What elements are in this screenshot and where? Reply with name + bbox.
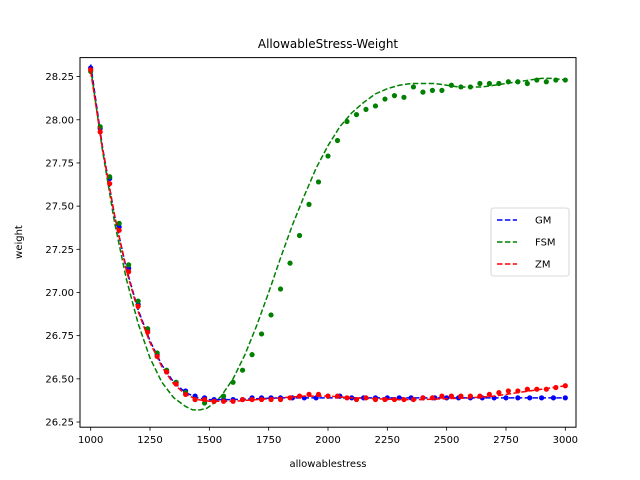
data-point xyxy=(363,106,369,113)
data-point xyxy=(296,232,303,239)
legend-item-fsm: FSM xyxy=(497,238,556,249)
y-tick-label: 26.75 xyxy=(45,331,74,342)
data-point xyxy=(562,77,568,83)
data-point xyxy=(382,96,388,102)
legend-box xyxy=(490,207,570,277)
x-tick-label: 1000 xyxy=(78,435,103,446)
data-point xyxy=(88,67,94,73)
data-point xyxy=(372,396,379,403)
data-point xyxy=(249,396,255,403)
y-tick-label: 28.25 xyxy=(45,72,74,83)
data-point xyxy=(239,367,246,373)
y-tick-label: 27.50 xyxy=(45,202,74,213)
x-tick-label: 1250 xyxy=(137,435,162,446)
data-point xyxy=(126,269,132,275)
x-tick-label: 2500 xyxy=(434,435,459,446)
data-point xyxy=(486,80,492,87)
data-point xyxy=(420,89,426,95)
data-point xyxy=(562,383,568,389)
x-tick-label: 3000 xyxy=(553,435,578,446)
data-point xyxy=(439,87,445,94)
data-point xyxy=(268,312,274,318)
data-point xyxy=(249,352,255,358)
data-point xyxy=(439,393,445,399)
x-tick-label: 1500 xyxy=(197,435,222,446)
chart-title: AllowableStress-Weight xyxy=(258,37,399,51)
series-zm xyxy=(88,67,568,404)
x-axis-label: allowablestress xyxy=(290,459,367,470)
y-tick-label: 28.00 xyxy=(45,115,74,126)
data-point xyxy=(448,393,455,399)
data-point xyxy=(524,80,530,87)
series-line-fsm xyxy=(89,67,566,411)
data-point xyxy=(135,298,141,304)
y-tick-label: 26.50 xyxy=(45,374,74,385)
data-point xyxy=(126,262,132,268)
y-tick-label: 27.00 xyxy=(45,288,74,299)
x-tick-label: 2250 xyxy=(375,435,400,446)
data-point xyxy=(325,153,331,159)
data-point xyxy=(372,103,379,109)
data-point xyxy=(344,395,350,401)
series-line-gm xyxy=(89,64,566,401)
data-point xyxy=(220,393,227,399)
x-axis-ticks: 1000 1250 1500 1750 2000 2250 2500 2750 3000 xyxy=(78,427,578,446)
data-point xyxy=(429,87,436,94)
legend-item-gm: GM xyxy=(497,216,551,227)
legend: GM FSM ZM xyxy=(490,207,570,277)
data-point xyxy=(391,93,398,99)
data-point xyxy=(401,94,407,100)
data-point xyxy=(258,331,265,337)
y-tick-label: 27.75 xyxy=(45,158,74,169)
data-point xyxy=(97,129,103,135)
data-point xyxy=(116,220,122,226)
data-point xyxy=(524,386,530,392)
data-point xyxy=(296,393,303,399)
data-point xyxy=(277,286,284,292)
x-tick-label: 1750 xyxy=(256,435,281,446)
x-tick-label: 2750 xyxy=(493,435,518,446)
y-axis-ticks: 26.25 26.50 26.75 27.00 27.25 27.50 27.75 28.00… xyxy=(45,72,80,429)
data-point xyxy=(315,179,322,185)
legend-label: FSM xyxy=(535,238,556,249)
x-tick-label: 2000 xyxy=(315,435,340,446)
data-point xyxy=(391,396,398,403)
data-point xyxy=(505,388,511,394)
y-axis-label: weight xyxy=(14,225,25,259)
data-point xyxy=(562,395,568,401)
y-tick-label: 27.25 xyxy=(45,245,74,256)
data-point xyxy=(353,111,360,118)
data-point xyxy=(306,201,312,207)
legend-item-zm: ZM xyxy=(497,260,550,271)
legend-label: GM xyxy=(535,216,551,227)
data-point xyxy=(496,80,502,87)
data-point xyxy=(410,84,417,90)
series-line-zm xyxy=(89,71,566,403)
data-point xyxy=(287,260,293,266)
series-fsm xyxy=(88,67,568,411)
data-point xyxy=(477,80,483,87)
data-point xyxy=(230,379,236,385)
plot-area xyxy=(88,64,568,411)
legend-label: ZM xyxy=(535,260,550,271)
data-point xyxy=(496,390,502,396)
data-point xyxy=(334,137,341,144)
data-point xyxy=(543,79,549,85)
y-tick-label: 26.25 xyxy=(45,418,74,429)
